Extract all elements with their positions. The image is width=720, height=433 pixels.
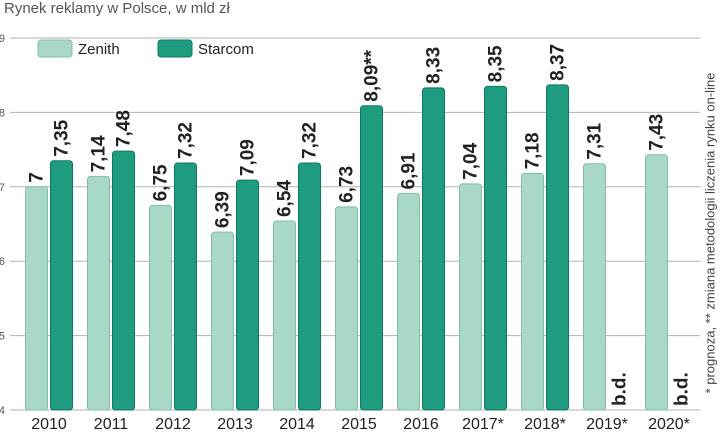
data-label-zenith: 6,54: [275, 180, 296, 217]
bar-zenith: [397, 192, 420, 411]
bar-starcom: [422, 87, 445, 411]
bar-zenith: [87, 175, 110, 411]
data-label-starcom: 7,32: [176, 122, 197, 159]
data-label-starcom: b.d.: [672, 372, 693, 406]
data-label-starcom: 8,09**: [362, 49, 383, 101]
x-tick-label: 2010: [31, 416, 67, 433]
bar-starcom: [298, 162, 321, 411]
data-label-zenith: 6,39: [213, 191, 234, 228]
data-label-starcom: 7,09: [238, 139, 259, 176]
bar-zenith: [521, 172, 544, 411]
data-labels: 77,35 7,147,486,757,326,397,096,547,326,7…: [27, 44, 693, 406]
footnote-text: * prognoza, ** zmiana metodologii liczen…: [702, 72, 718, 393]
bar-starcom: [360, 105, 383, 411]
data-label-zenith: 7,04: [461, 142, 482, 179]
data-label-zenith: 6,91: [399, 152, 420, 189]
data-label-starcom: b.d.: [610, 372, 631, 406]
legend: Zenith Starcom: [37, 39, 254, 58]
x-axis-ticks: 2010 2011 2012 2013 2014 2015 2016 2017* 2018* 20…: [31, 416, 690, 433]
x-tick-label: 2018*: [524, 416, 566, 433]
data-label-zenith: 7,18: [523, 132, 544, 169]
legend-swatch-zenith: [37, 39, 73, 58]
x-tick-label: 2012: [155, 416, 191, 433]
chart-title: Rynek reklamy w Polsce, w mld zł: [4, 0, 230, 17]
bar-starcom: [112, 150, 135, 411]
bar-zenith: [25, 186, 48, 411]
bar-zenith: [211, 231, 234, 411]
y-tick-label: 9: [0, 33, 5, 45]
bars: [25, 84, 668, 411]
bar-zenith: [583, 163, 606, 411]
bar-starcom: [484, 85, 507, 411]
footnote: * prognoza, ** zmiana metodologii liczen…: [700, 40, 720, 425]
data-label-zenith: 7,14: [89, 135, 110, 172]
y-tick-label: 5: [0, 331, 5, 343]
data-label-zenith: 6,73: [337, 166, 358, 203]
data-label-starcom: 8,33: [424, 47, 445, 84]
y-tick-label: 4: [0, 405, 5, 417]
y-tick-label: 8: [0, 107, 5, 119]
x-tick-label: 2019*: [586, 416, 628, 433]
x-tick-label: 2013: [217, 416, 253, 433]
bar-starcom: [50, 160, 73, 411]
data-label-starcom: 7,35: [52, 119, 73, 156]
bar-starcom: [236, 179, 259, 411]
x-tick-label: 2011: [94, 416, 129, 433]
bar-zenith: [645, 154, 668, 411]
data-label-starcom: 7,48: [114, 110, 135, 147]
x-tick-label: 2015: [341, 416, 377, 433]
legend-swatch-starcom: [157, 39, 193, 58]
data-label-starcom: 7,32: [300, 122, 321, 159]
data-label-zenith: 7,31: [585, 122, 606, 159]
x-tick-label: 2016: [403, 416, 439, 433]
data-label-zenith: 6,75: [151, 164, 172, 201]
bar-zenith: [335, 206, 358, 411]
legend-label-starcom: Starcom: [198, 41, 254, 58]
x-tick-label: 2017*: [462, 416, 504, 433]
bar-starcom: [546, 84, 569, 411]
x-tick-label: 2020*: [648, 416, 690, 433]
y-tick-label: 6: [0, 256, 5, 268]
data-label-zenith: 7,43: [647, 114, 668, 151]
y-axis-ticks: 4 5 6 7 8 9: [0, 33, 5, 417]
bar-zenith: [273, 220, 296, 411]
x-tick-label: 2014: [279, 416, 315, 433]
data-label-zenith: 7: [27, 172, 48, 183]
data-label-starcom: 8,37: [548, 44, 569, 81]
bar-zenith: [149, 204, 172, 411]
bar-zenith: [459, 183, 482, 411]
data-label-starcom: 8,35: [486, 45, 507, 82]
bar-starcom: [174, 162, 197, 411]
legend-label-zenith: Zenith: [78, 41, 120, 58]
y-tick-label: 7: [0, 182, 5, 194]
